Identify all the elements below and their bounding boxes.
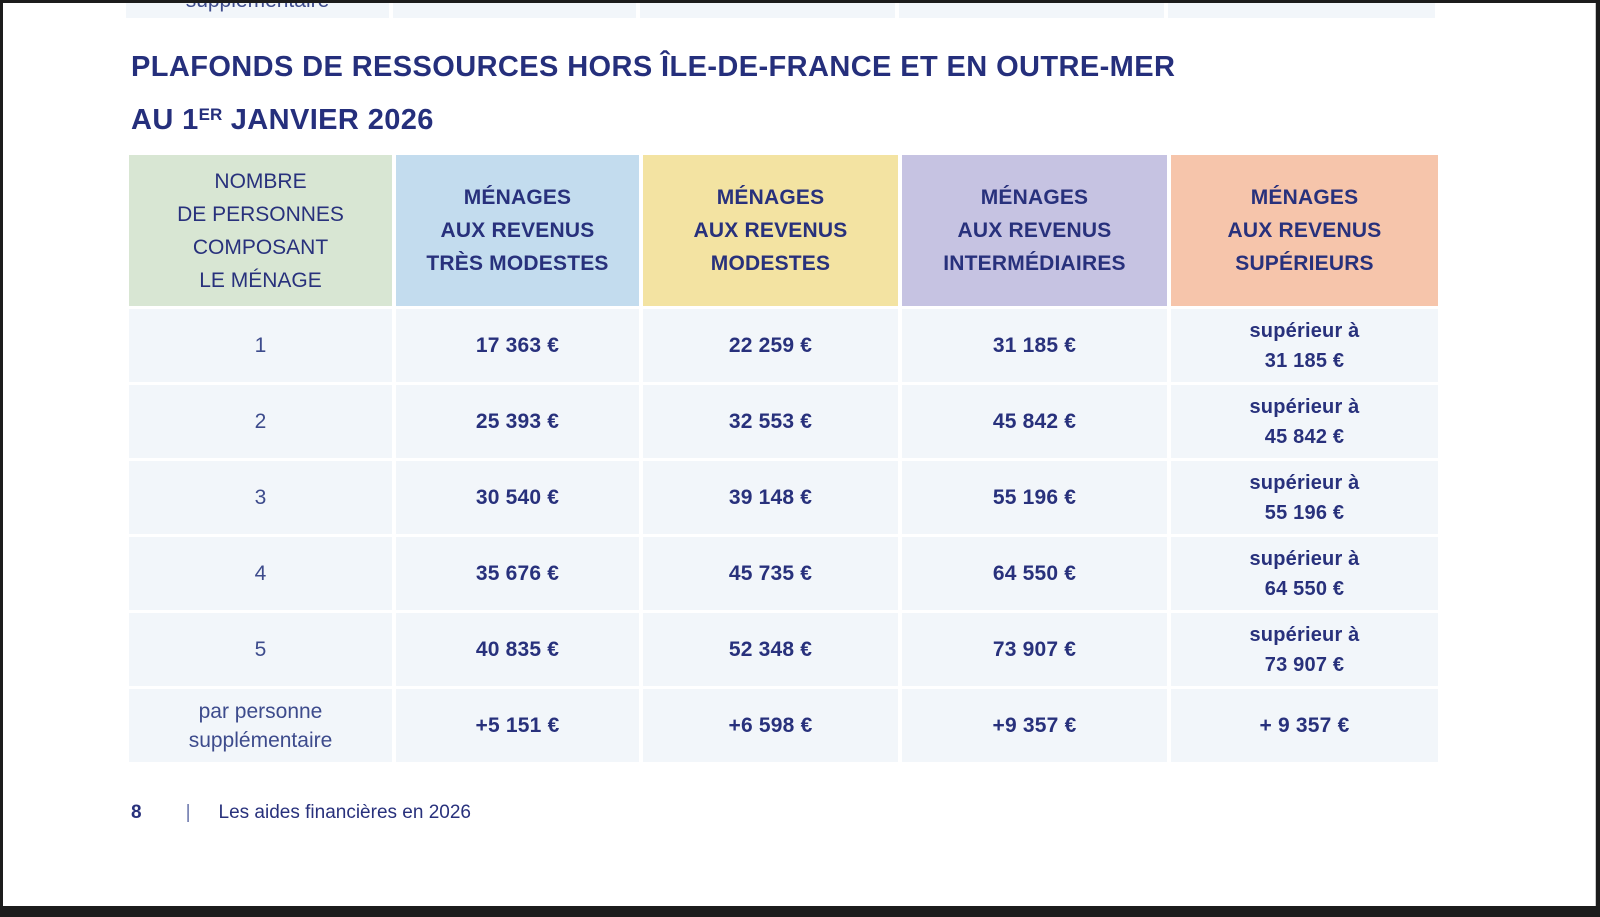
- document-page: supplémentaire PLAFONDS DE RESSOURCES HO…: [3, 3, 1596, 906]
- intermediate-ceiling-cell: 55 196 €: [902, 461, 1167, 534]
- higher-ceiling-cell: supérieur à 73 907 €: [1171, 613, 1438, 686]
- higher-ceiling-cell: supérieur à 64 550 €: [1171, 537, 1438, 610]
- modest-ceiling-cell: 22 259 €: [643, 309, 898, 382]
- column-header-household-size: NOMBRE DE PERSONNES COMPOSANT LE MÉNAGE: [129, 155, 392, 306]
- page-title-line2: AU 1ER JANVIER 2026: [131, 104, 434, 136]
- household-size-cell: 1: [129, 309, 392, 382]
- page-footer: 8 | Les aides financières en 2026: [131, 802, 471, 824]
- household-size-cell: 3: [129, 461, 392, 534]
- intermediate-ceiling-cell: 45 842 €: [902, 385, 1167, 458]
- intermediate-ceiling-cell: 31 185 €: [902, 309, 1167, 382]
- previous-table-cell: [899, 3, 1164, 18]
- very-modest-ceiling-cell: 25 393 €: [396, 385, 639, 458]
- previous-table-cell: [393, 3, 636, 18]
- previous-table-clipped-label: supplémentaire: [186, 3, 330, 18]
- household-size-cell: 5: [129, 613, 392, 686]
- very-modest-ceiling-cell: 40 835 €: [396, 613, 639, 686]
- modest-ceiling-cell: 39 148 €: [643, 461, 898, 534]
- previous-table-clipped-row: supplémentaire: [126, 3, 1435, 18]
- footer-label: Les aides financières en 2026: [218, 802, 471, 823]
- higher-ceiling-cell: + 9 357 €: [1171, 689, 1438, 762]
- modest-ceiling-cell: +6 598 €: [643, 689, 898, 762]
- column-header-intermediate-income: MÉNAGES AUX REVENUS INTERMÉDIAIRES: [902, 155, 1167, 306]
- page-number: 8: [131, 802, 142, 823]
- intermediate-ceiling-cell: 73 907 €: [902, 613, 1167, 686]
- footer-separator: |: [185, 802, 191, 823]
- higher-ceiling-cell: supérieur à 45 842 €: [1171, 385, 1438, 458]
- previous-table-cell: [640, 3, 895, 18]
- page-title: PLAFONDS DE RESSOURCES HORS ÎLE-DE-FRANC…: [131, 43, 1175, 144]
- modest-ceiling-cell: 45 735 €: [643, 537, 898, 610]
- household-size-cell: 4: [129, 537, 392, 610]
- column-header-higher-income: MÉNAGES AUX REVENUS SUPÉRIEURS: [1171, 155, 1438, 306]
- higher-ceiling-cell: supérieur à 55 196 €: [1171, 461, 1438, 534]
- previous-table-cell: supplémentaire: [126, 3, 389, 18]
- previous-table-cell: [1168, 3, 1435, 18]
- very-modest-ceiling-cell: +5 151 €: [396, 689, 639, 762]
- higher-ceiling-cell: supérieur à 31 185 €: [1171, 309, 1438, 382]
- very-modest-ceiling-cell: 17 363 €: [396, 309, 639, 382]
- intermediate-ceiling-cell: 64 550 €: [902, 537, 1167, 610]
- column-header-modest-income: MÉNAGES AUX REVENUS MODESTES: [643, 155, 898, 306]
- income-ceilings-table: NOMBRE DE PERSONNES COMPOSANT LE MÉNAGE …: [129, 155, 1438, 762]
- ordinal-superscript: ER: [198, 105, 223, 124]
- household-size-cell: par personne supplémentaire: [129, 689, 392, 762]
- column-header-very-modest-income: MÉNAGES AUX REVENUS TRÈS MODESTES: [396, 155, 639, 306]
- modest-ceiling-cell: 52 348 €: [643, 613, 898, 686]
- very-modest-ceiling-cell: 35 676 €: [396, 537, 639, 610]
- page-title-line1: PLAFONDS DE RESSOURCES HORS ÎLE-DE-FRANC…: [131, 51, 1176, 83]
- very-modest-ceiling-cell: 30 540 €: [396, 461, 639, 534]
- intermediate-ceiling-cell: +9 357 €: [902, 689, 1167, 762]
- modest-ceiling-cell: 32 553 €: [643, 385, 898, 458]
- household-size-cell: 2: [129, 385, 392, 458]
